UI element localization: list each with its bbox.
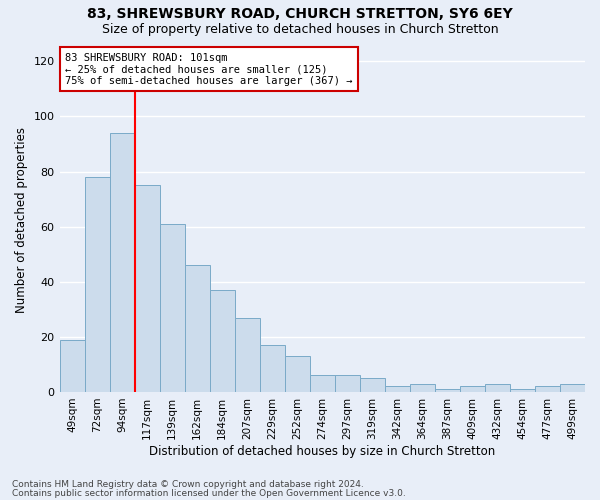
Bar — [385, 386, 410, 392]
Bar — [410, 384, 435, 392]
Bar — [260, 345, 285, 392]
Bar — [235, 318, 260, 392]
Bar — [310, 376, 335, 392]
Y-axis label: Number of detached properties: Number of detached properties — [15, 126, 28, 312]
Text: Size of property relative to detached houses in Church Stretton: Size of property relative to detached ho… — [101, 22, 499, 36]
Bar — [335, 376, 360, 392]
Bar — [485, 384, 510, 392]
Bar — [510, 389, 535, 392]
Bar — [435, 389, 460, 392]
Text: Contains public sector information licensed under the Open Government Licence v3: Contains public sector information licen… — [12, 488, 406, 498]
Bar — [110, 133, 134, 392]
X-axis label: Distribution of detached houses by size in Church Stretton: Distribution of detached houses by size … — [149, 444, 496, 458]
Text: Contains HM Land Registry data © Crown copyright and database right 2024.: Contains HM Land Registry data © Crown c… — [12, 480, 364, 489]
Bar — [185, 265, 209, 392]
Bar — [560, 384, 585, 392]
Text: 83, SHREWSBURY ROAD, CHURCH STRETTON, SY6 6EY: 83, SHREWSBURY ROAD, CHURCH STRETTON, SY… — [87, 8, 513, 22]
Bar — [134, 186, 160, 392]
Bar — [209, 290, 235, 392]
Text: 83 SHREWSBURY ROAD: 101sqm
← 25% of detached houses are smaller (125)
75% of sem: 83 SHREWSBURY ROAD: 101sqm ← 25% of deta… — [65, 52, 352, 86]
Bar — [460, 386, 485, 392]
Bar — [360, 378, 385, 392]
Bar — [535, 386, 560, 392]
Bar — [160, 224, 185, 392]
Bar — [285, 356, 310, 392]
Bar — [59, 340, 85, 392]
Bar — [85, 177, 110, 392]
